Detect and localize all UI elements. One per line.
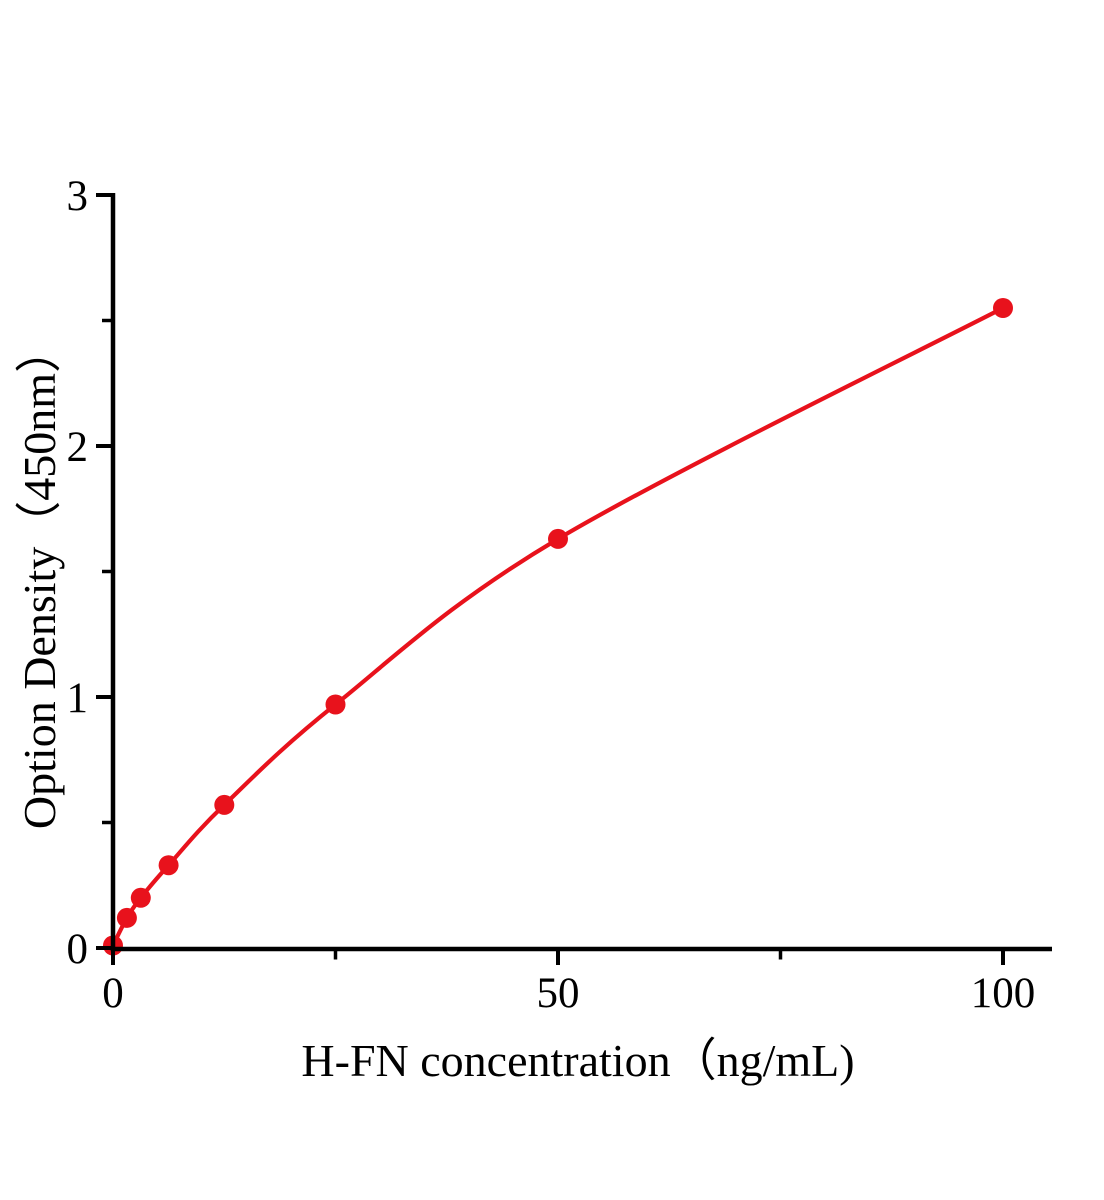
x-tick-label: 100 — [971, 970, 1036, 1017]
y-axis-title: Option Density（450nm） — [14, 327, 65, 829]
plot-area: 0 50 100 0 1 2 3 — [67, 173, 1052, 1017]
data-point-marker — [214, 794, 235, 815]
data-point-marker — [130, 887, 151, 908]
data-point-marker — [116, 907, 137, 928]
x-tick-label: 0 — [102, 970, 124, 1017]
y-tick-label: 3 — [67, 173, 89, 220]
data-point-marker — [158, 855, 179, 876]
data-point-marker — [993, 298, 1013, 318]
x-tick-label: 50 — [537, 970, 580, 1017]
data-point-marker — [325, 694, 346, 715]
y-tick-label: 2 — [67, 424, 89, 471]
data-point-marker — [548, 528, 568, 549]
curve-line — [110, 305, 1006, 948]
y-tick-label: 0 — [67, 926, 89, 973]
x-axis-title: H-FN concentration（ng/mL) — [301, 1035, 854, 1086]
y-tick-label: 1 — [67, 675, 89, 722]
